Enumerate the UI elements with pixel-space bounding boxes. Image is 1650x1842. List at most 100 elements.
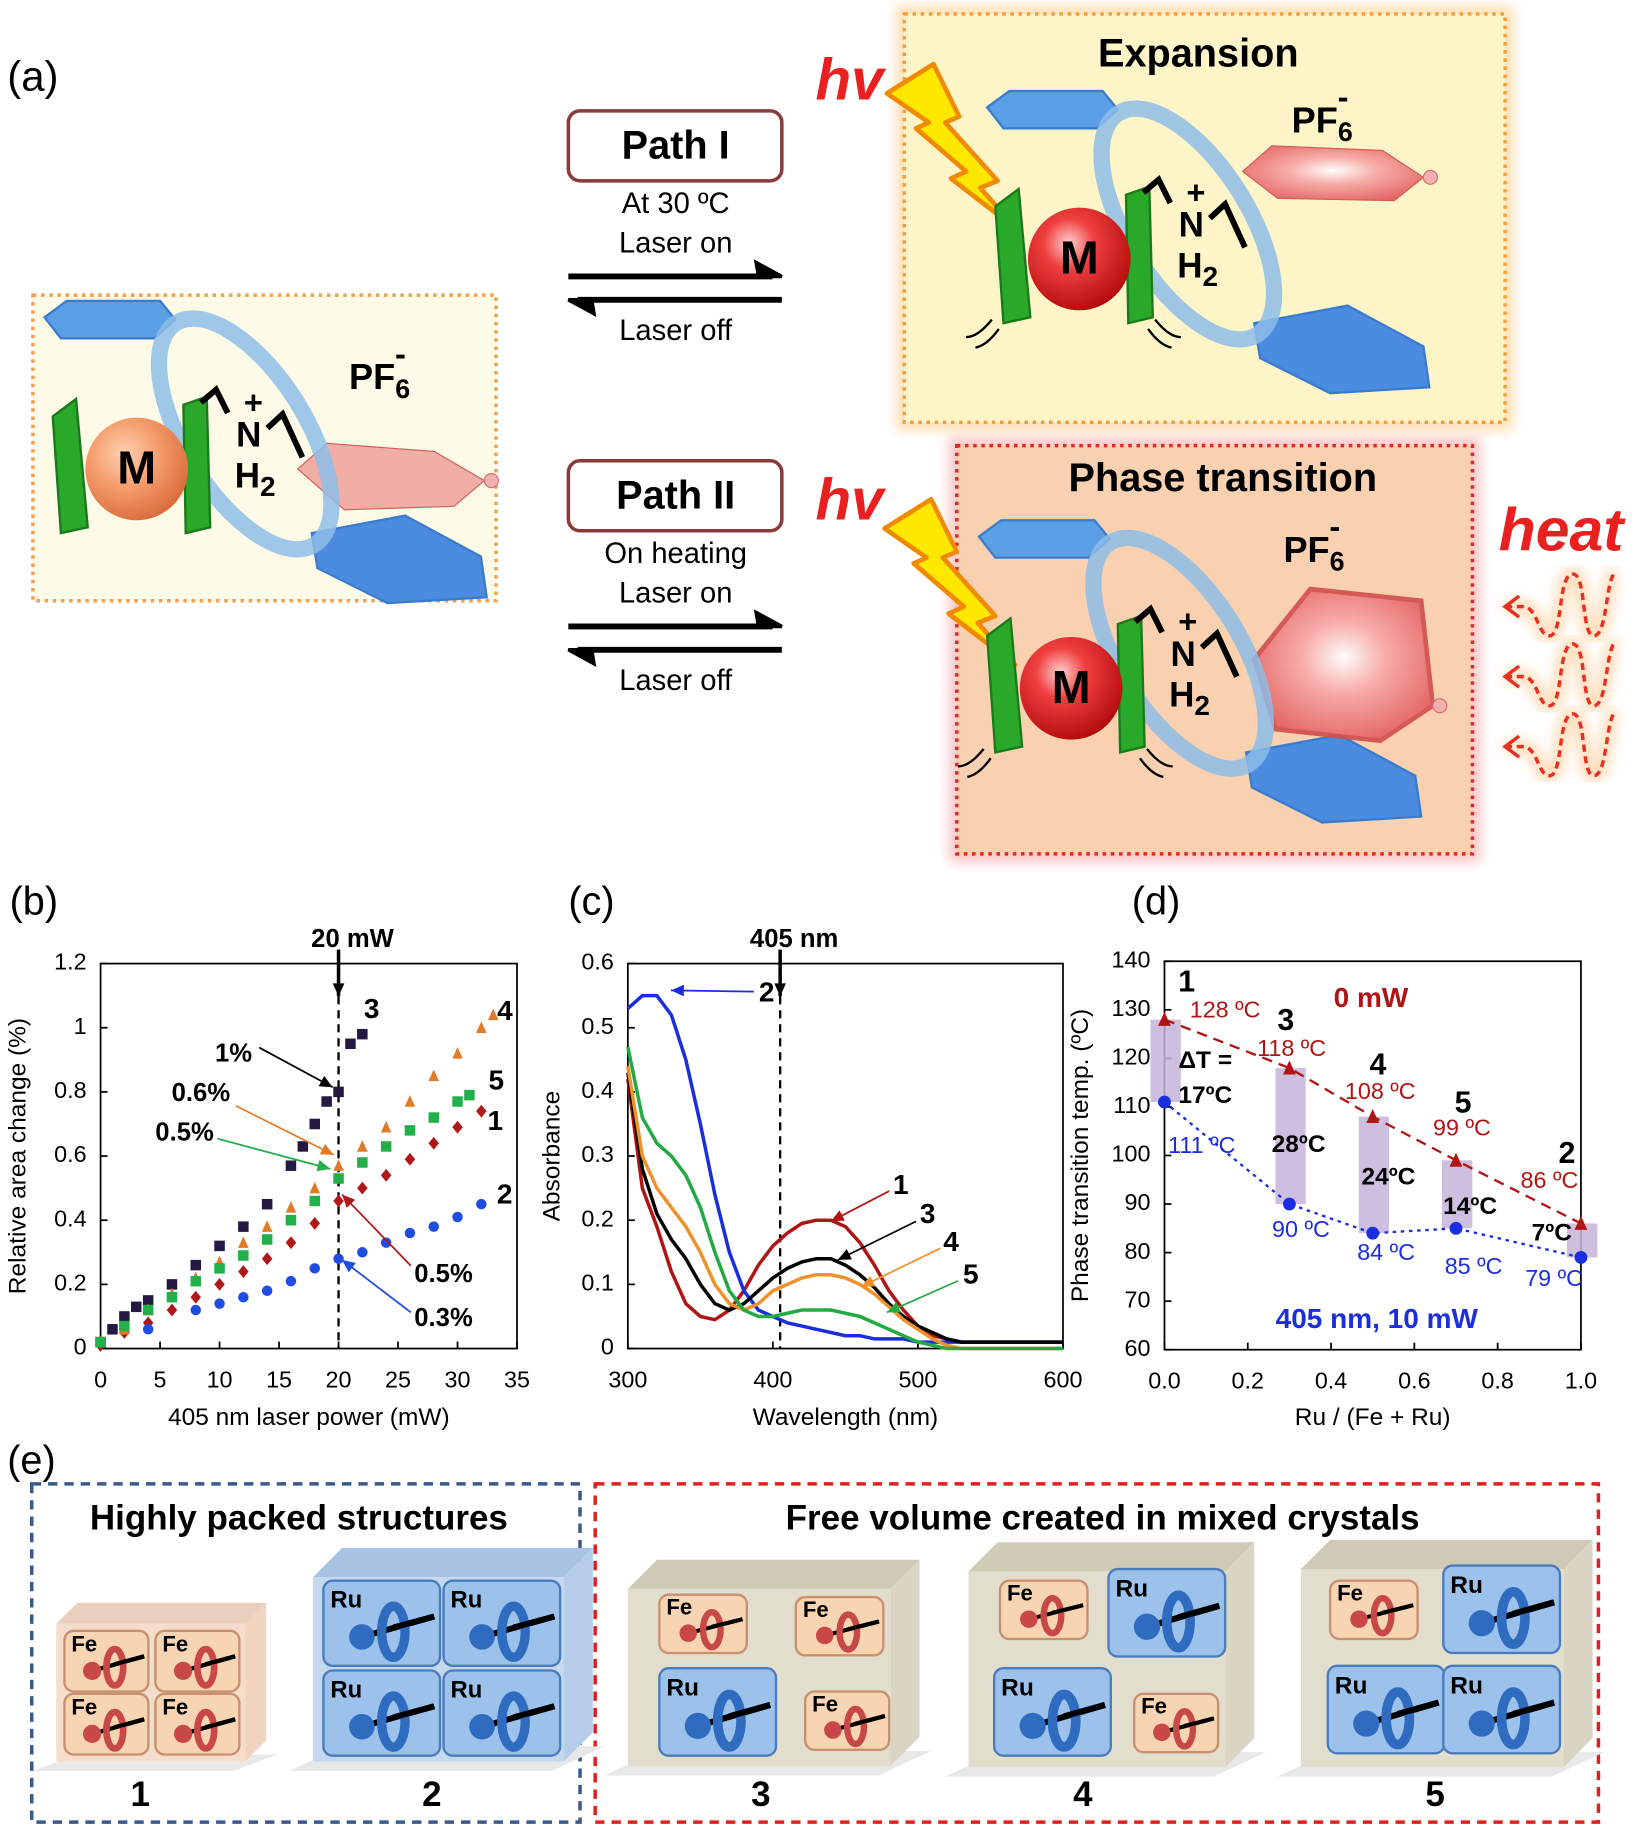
y-tick-label: 70 xyxy=(1125,1286,1151,1312)
y-tick-label: 90 xyxy=(1125,1189,1151,1215)
value-label: 84 ºC xyxy=(1357,1239,1415,1265)
benzene-bottom xyxy=(1252,304,1431,395)
value-label: 90 ºC xyxy=(1272,1216,1330,1242)
marker xyxy=(119,1311,130,1322)
y-tick-label: 120 xyxy=(1112,1044,1151,1070)
molecule: M +NH2 PF6- xyxy=(957,507,1448,824)
cell-atom xyxy=(679,1624,697,1642)
series-label: 5 xyxy=(963,1259,979,1290)
marker xyxy=(333,1253,344,1264)
marker xyxy=(380,1120,392,1133)
group-title: Highly packed structures xyxy=(90,1498,508,1537)
x-tick-label: 5 xyxy=(154,1366,167,1392)
y-axis-label: Phase transition temp. (ºC) xyxy=(1067,1009,1094,1302)
sample-label: 1 xyxy=(1178,965,1195,998)
cell-atom xyxy=(684,1712,711,1740)
marker xyxy=(142,1324,154,1335)
marker xyxy=(487,1008,499,1021)
reaction-arrow-head xyxy=(567,298,597,318)
x-tick-label: 0.0 xyxy=(1148,1368,1180,1394)
series-arrow-head xyxy=(671,984,684,997)
cell-label: Ru xyxy=(330,1586,362,1613)
molecule: M +NH2 PF6- xyxy=(42,299,499,605)
ferrocene-ring xyxy=(1124,185,1154,325)
heat-wave xyxy=(1505,570,1618,638)
anion-label: PF6- xyxy=(349,334,410,403)
h-symbol: H xyxy=(1177,247,1202,286)
marker xyxy=(404,1152,416,1166)
alkyl-chain xyxy=(1133,604,1165,634)
cell-label: Ru xyxy=(1115,1575,1148,1602)
cell-bond xyxy=(512,1703,556,1721)
marker xyxy=(107,1324,118,1335)
cell-atom xyxy=(1019,1712,1046,1740)
y-tick-label: 0.4 xyxy=(54,1205,86,1231)
cell-bond xyxy=(728,1701,771,1720)
x-tick-label: 20 xyxy=(326,1366,352,1392)
metal-label: M xyxy=(117,442,156,494)
difference-label: 24ºC xyxy=(1362,1164,1416,1191)
annotation-arrow-head xyxy=(316,1159,331,1172)
y-tick-label: 0.8 xyxy=(54,1077,86,1103)
x-tick-label: 1.0 xyxy=(1565,1368,1597,1394)
marker xyxy=(1449,1152,1463,1167)
molecule: M +NH2 PF6- xyxy=(966,78,1439,395)
alkyl-chain xyxy=(1141,175,1173,205)
cell-ring xyxy=(1047,1689,1081,1752)
marker xyxy=(380,1168,392,1182)
marker xyxy=(285,1275,297,1287)
h-subscript: 2 xyxy=(1203,261,1219,292)
cell-label: Ru xyxy=(1450,1672,1483,1699)
cell-label: Fe xyxy=(803,1597,829,1622)
reference-label: 405 nm xyxy=(750,925,838,953)
benzene-top xyxy=(977,519,1112,559)
value-label: 79 ºC xyxy=(1525,1265,1583,1291)
crystal-number: 4 xyxy=(1073,1775,1093,1814)
cell-atom xyxy=(349,1624,375,1650)
panel-label: (c) xyxy=(568,880,614,924)
marker xyxy=(404,1125,416,1136)
series-arrow-head xyxy=(861,1275,876,1287)
marker xyxy=(238,1236,249,1248)
heat-label: heat xyxy=(1499,495,1627,563)
marker xyxy=(190,1304,202,1316)
group-title: Free volume created in mixed crystals xyxy=(786,1498,1420,1537)
cell-label: Ru xyxy=(1450,1572,1483,1599)
cell-bond xyxy=(205,1717,236,1730)
heat-arrow-head xyxy=(1502,594,1521,619)
cation-charge: + xyxy=(244,383,263,420)
series-label: 4 xyxy=(943,1226,959,1257)
y-tick-label: 0 xyxy=(601,1334,614,1360)
h-subscript: 2 xyxy=(1194,690,1210,721)
x-tick-label: 400 xyxy=(753,1366,792,1392)
cation-charge: + xyxy=(1178,603,1197,640)
cell-atom xyxy=(1468,1610,1495,1637)
path-box xyxy=(566,459,784,533)
series-label: 405 nm, 10 mW xyxy=(1276,1303,1479,1334)
x-tick-label: 25 xyxy=(385,1366,411,1392)
marker xyxy=(95,1336,106,1348)
path-box xyxy=(566,109,784,183)
cell-atom xyxy=(1353,1710,1380,1737)
x-tick-label: 600 xyxy=(1044,1366,1083,1392)
x-axis-label: Ru / (Fe + Ru) xyxy=(1295,1404,1451,1431)
marker xyxy=(1366,1109,1380,1124)
marker xyxy=(297,1141,309,1152)
annotation: 0.6% xyxy=(172,1079,231,1107)
marker xyxy=(214,1298,225,1309)
y-tick-label: 1 xyxy=(74,1013,87,1039)
light-label: hv xyxy=(815,467,887,532)
marker xyxy=(261,1234,273,1245)
anion-tip xyxy=(1432,698,1448,714)
cell-atom xyxy=(1133,1613,1161,1640)
anion-sup: - xyxy=(1329,507,1340,544)
annotation-arrow-head xyxy=(342,1259,356,1273)
difference-bar xyxy=(1358,1116,1390,1234)
marker xyxy=(238,1265,249,1278)
y-tick-label: 80 xyxy=(1125,1238,1151,1264)
sample-label: 3 xyxy=(1277,1004,1294,1037)
cell-label: Fe xyxy=(162,1694,188,1719)
marker xyxy=(190,1290,202,1304)
crystal-side xyxy=(563,1548,593,1762)
